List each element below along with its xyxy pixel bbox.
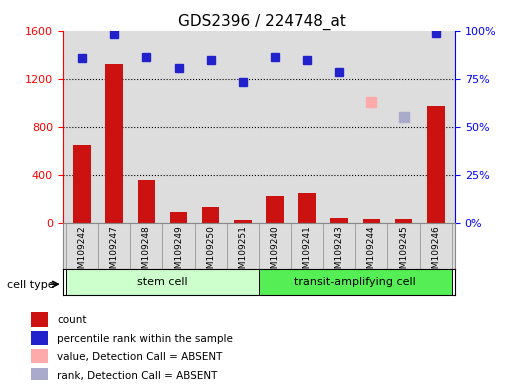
Text: GSM109248: GSM109248: [142, 225, 151, 280]
Text: count: count: [58, 315, 87, 325]
Text: GSM109249: GSM109249: [174, 225, 183, 280]
Text: transit-amplifying cell: transit-amplifying cell: [294, 277, 416, 287]
Bar: [169, 212, 187, 223]
Bar: [73, 145, 91, 223]
Bar: [31, 312, 48, 327]
Bar: [395, 219, 413, 223]
Text: GSM109240: GSM109240: [270, 225, 279, 280]
Bar: [266, 196, 284, 223]
Text: percentile rank within the sample: percentile rank within the sample: [58, 334, 233, 344]
Text: value, Detection Call = ABSENT: value, Detection Call = ABSENT: [58, 352, 223, 362]
Text: GSM109251: GSM109251: [238, 225, 247, 280]
Text: GSM109243: GSM109243: [335, 225, 344, 280]
Bar: [298, 193, 316, 223]
Bar: [31, 368, 48, 382]
Bar: [138, 180, 155, 223]
Bar: [66, 269, 259, 295]
Text: cell type: cell type: [7, 280, 54, 290]
Text: GSM109246: GSM109246: [431, 225, 440, 280]
Text: stem cell: stem cell: [137, 277, 188, 287]
Bar: [31, 331, 48, 345]
Text: rank, Detection Call = ABSENT: rank, Detection Call = ABSENT: [58, 371, 218, 381]
Bar: [202, 207, 220, 223]
Text: GDS2396 / 224748_at: GDS2396 / 224748_at: [178, 13, 345, 30]
Bar: [234, 220, 252, 223]
Bar: [362, 219, 380, 223]
Bar: [259, 269, 452, 295]
Text: GSM109244: GSM109244: [367, 225, 376, 280]
Text: GSM109242: GSM109242: [77, 225, 86, 280]
Text: GSM109245: GSM109245: [399, 225, 408, 280]
Bar: [105, 65, 123, 223]
Text: GSM109247: GSM109247: [110, 225, 119, 280]
Text: GSM109250: GSM109250: [206, 225, 215, 280]
Bar: [331, 218, 348, 223]
Bar: [427, 106, 445, 223]
Bar: [31, 349, 48, 363]
Text: GSM109241: GSM109241: [303, 225, 312, 280]
